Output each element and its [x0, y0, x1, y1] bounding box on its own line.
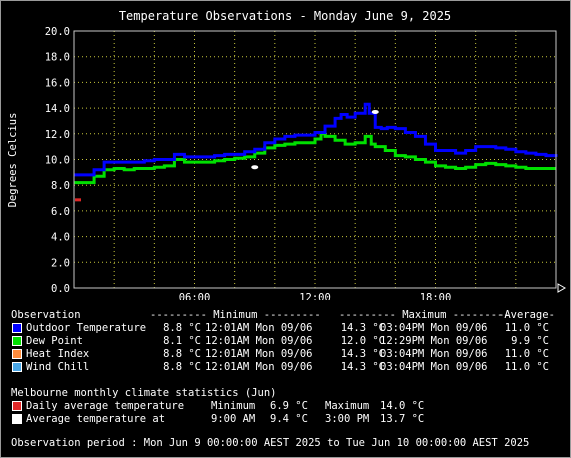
climate-markers [75, 109, 379, 202]
average-time-2: 3:00 PM [325, 413, 370, 425]
daily-average-marker [75, 198, 81, 202]
daily-max-value: 14.0 °C [380, 400, 425, 412]
average-temperature-label: Average temperature at [26, 413, 166, 425]
stats-cell-avg: 11.0 °C [504, 361, 549, 373]
stats-cell-min: 8.8 °C [163, 322, 201, 334]
y-axis-label: Degrees Celcius [7, 113, 19, 208]
plot-border [73, 30, 557, 289]
chart-title: Temperature Observations - Monday June 9… [119, 9, 451, 23]
average-temperature-marker [371, 109, 379, 114]
stats-row-label: Dew Point [26, 335, 83, 347]
x-tick-label: 06:00 [179, 292, 211, 300]
average-temperature-marker [251, 165, 259, 170]
legend-swatch [12, 336, 22, 346]
daily-average-label: Daily average temperature [26, 400, 185, 412]
y-tick-labels: 0.0 2.0 4.0 6.0 8.0 10.0 12.0 14.0 16.0 18.0 20.0 [45, 26, 70, 295]
climate-title: Melbourne monthly climate statistics (Ju… [11, 387, 277, 399]
stats-row-label: Outdoor Temperature [26, 322, 147, 334]
x-tick-label: 18:00 [420, 292, 452, 300]
average-time-1: 9:00 AM [211, 413, 256, 425]
stats-header-maximum: --------- Maximum --------- [339, 309, 510, 321]
y-tick-label: 20.0 [45, 26, 70, 38]
x-tick-labels: 06:00 12:00 18:00 [179, 292, 452, 300]
y-tick-label: 12.0 [45, 129, 70, 141]
stats-cell-min: 8.1 °C [163, 335, 201, 347]
stats-row-label: Heat Index [26, 348, 90, 360]
y-tick-label: 8.0 [51, 180, 70, 192]
stats-cell-max-at: 03:04PM Mon 09/06 [380, 322, 488, 334]
stats-cell-min-at: 12:01AM Mon 09/06 [205, 335, 313, 347]
stats-cell-max-at: 12:29PM Mon 09/06 [380, 335, 488, 347]
outdoor-temperature-line [74, 102, 558, 177]
legend-swatch [12, 323, 22, 333]
y-tick-label: 14.0 [45, 103, 70, 115]
stats-cell-max: 14.3 °C [340, 348, 385, 360]
stats-cell-min: 8.8 °C [163, 361, 201, 373]
y-tick-label: 18.0 [45, 52, 70, 64]
average-value-1: 9.4 °C [270, 413, 308, 425]
y-tick-label: 10.0 [45, 155, 70, 167]
stats-cell-min: 8.8 °C [163, 348, 201, 360]
y-tick-label: 4.0 [51, 232, 70, 244]
stats-cell-min-at: 12:01AM Mon 09/06 [205, 348, 313, 360]
y-tick-label: 0.0 [51, 283, 70, 295]
stats-cell-avg: 9.9 °C [511, 335, 549, 347]
daily-average-swatch [12, 401, 22, 411]
stats-cell-avg: 11.0 °C [504, 348, 549, 360]
series-lines [74, 102, 558, 185]
legend-swatch [12, 349, 22, 359]
grid-lines [74, 31, 556, 288]
observation-period: Observation period : Mon Jun 9 00:00:00 … [11, 437, 530, 449]
x-axis-arrow [557, 283, 567, 293]
x-tick-label: 12:00 [299, 292, 331, 300]
stats-cell-max: 14.3 °C [340, 361, 385, 373]
stats-cell-max-at: 03:04PM Mon 09/06 [380, 348, 488, 360]
stats-cell-max-at: 03:04PM Mon 09/06 [380, 361, 488, 373]
y-tick-label: 16.0 [45, 77, 70, 89]
stats-cell-max: 12.0 °C [340, 335, 385, 347]
stats-cell-max: 14.3 °C [340, 322, 385, 334]
stats-cell-avg: 11.0 °C [504, 322, 549, 334]
average-value-2: 13.7 °C [380, 413, 425, 425]
stats-header-observation: Observation [11, 309, 81, 321]
stats-header-minimum: --------- Minimum --------- [150, 309, 321, 321]
average-temperature-swatch [12, 414, 22, 424]
stats-header-average: -Average- [498, 309, 555, 321]
daily-min-value: 6.9 °C [270, 400, 308, 412]
y-tick-label: 2.0 [51, 257, 70, 269]
stats-cell-min-at: 12:01AM Mon 09/06 [205, 322, 313, 334]
daily-min-label: Minimum [211, 400, 256, 412]
daily-max-label: Maximum [325, 400, 370, 412]
y-tick-label: 6.0 [51, 206, 70, 218]
temperature-chart: Temperature Observations - Monday June 9… [7, 9, 567, 300]
legend-swatch [12, 362, 22, 372]
stats-cell-min-at: 12:01AM Mon 09/06 [205, 361, 313, 373]
stats-row-label: Wind Chill [26, 361, 90, 373]
